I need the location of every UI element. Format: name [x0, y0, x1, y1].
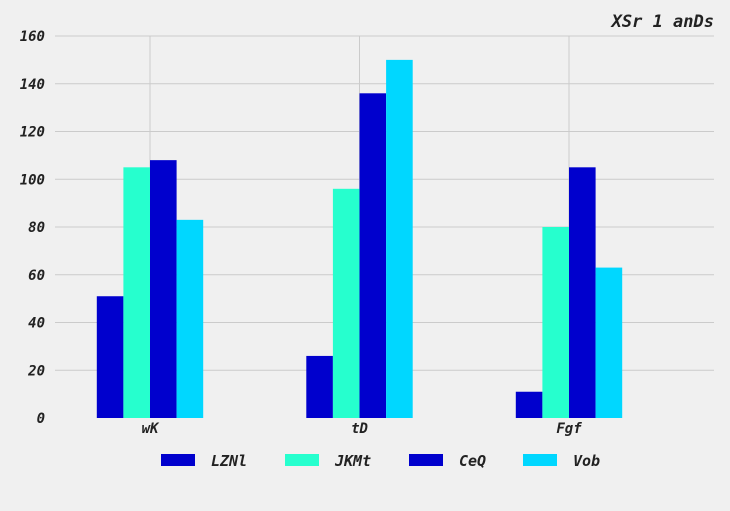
legend-swatch — [409, 454, 443, 466]
y-tick-label: 20 — [27, 363, 45, 379]
legend-label: Vob — [573, 452, 600, 470]
legend-item: LZNl — [161, 452, 247, 470]
bar-JKMt-Fgf — [542, 227, 569, 418]
bar-LZNl-Fgf — [515, 391, 543, 418]
y-tick-label: 40 — [28, 316, 45, 332]
bar-Vob-Fgf — [595, 267, 623, 418]
y-tick-label: 100 — [20, 172, 45, 188]
legend-label: CeQ — [459, 452, 486, 470]
legend-item: CeQ — [409, 452, 486, 470]
bar-CeQ-tD — [359, 93, 387, 419]
y-tick-label: 140 — [20, 77, 45, 93]
legend-label: LZNl — [211, 452, 247, 470]
legend-swatch — [161, 454, 195, 466]
bar-LZNl-wK — [96, 296, 124, 418]
legend-swatch — [523, 454, 557, 466]
bar-CeQ-Fgf — [569, 167, 596, 418]
x-category-label: Fgf — [556, 421, 582, 437]
bar-Vob-tD — [386, 59, 413, 418]
legend-item: JKMt — [285, 452, 371, 470]
legend-label: JKMt — [334, 452, 371, 470]
bar-CeQ-wK — [150, 160, 177, 418]
y-tick-label: 120 — [20, 125, 45, 141]
y-tick-label: 80 — [28, 220, 45, 236]
y-tick-label: 160 — [20, 29, 45, 45]
y-tick-label: 0 — [37, 411, 45, 427]
bar-JKMt-tD — [332, 188, 360, 418]
bars — [96, 59, 623, 419]
legend-item: Vob — [523, 452, 600, 470]
y-axis-ticks: 0 20 40 60 80 100 120 140 160 — [20, 29, 45, 427]
bar-LZNl-tD — [306, 355, 333, 418]
bar-JKMt-wK — [123, 167, 150, 418]
legend: LZNl JKMt CeQ Vob — [161, 452, 600, 470]
x-axis-categories: wK tD Fgf — [142, 421, 583, 437]
bar-Vob-wK — [176, 219, 204, 418]
x-category-label: wK — [142, 421, 160, 437]
chart-title: XSr 1 anDs — [610, 12, 714, 32]
x-category-label: tD — [351, 421, 368, 437]
legend-swatch — [285, 454, 319, 466]
y-tick-label: 60 — [28, 268, 45, 284]
